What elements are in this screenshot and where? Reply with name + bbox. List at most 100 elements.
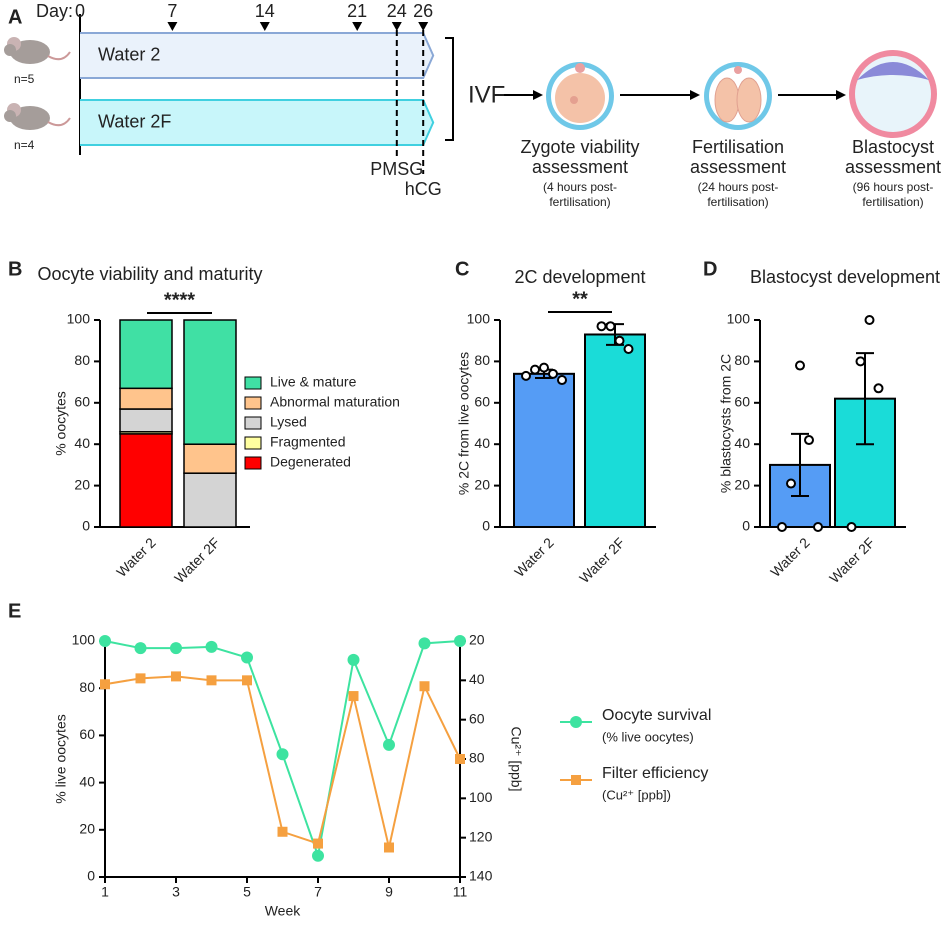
x-tick-label: 9 bbox=[385, 884, 393, 900]
day-tick-label: 14 bbox=[255, 1, 275, 21]
point-marker bbox=[276, 748, 289, 761]
data-point bbox=[864, 315, 875, 325]
point-marker bbox=[277, 826, 288, 837]
legend-swatch bbox=[244, 396, 262, 410]
panel-label: D bbox=[703, 258, 717, 280]
x-tick-label: 11 bbox=[453, 884, 468, 900]
x-axis-label: Week bbox=[265, 903, 302, 919]
point-marker bbox=[135, 673, 146, 684]
data-point bbox=[786, 478, 796, 489]
legend-label: Lysed bbox=[270, 414, 307, 430]
data-point bbox=[795, 360, 805, 371]
day-marker bbox=[418, 22, 429, 31]
data-point bbox=[557, 375, 567, 386]
data-point bbox=[521, 370, 531, 381]
stage-note: fertilisation) bbox=[549, 195, 610, 209]
point-marker bbox=[384, 842, 394, 853]
x-tick-label: 7 bbox=[314, 884, 322, 900]
x-tick-label: 3 bbox=[172, 884, 180, 900]
y-tick-label: 80 bbox=[79, 679, 95, 695]
y-axis-label: % live oocytes bbox=[53, 714, 69, 803]
legend-swatch bbox=[244, 456, 262, 470]
mouse-icon bbox=[4, 103, 71, 130]
day-tick-label: 0 bbox=[75, 1, 85, 21]
panel-label: E bbox=[8, 600, 21, 622]
group-n: n=5 bbox=[14, 72, 35, 86]
point-marker bbox=[206, 675, 217, 686]
group-arrow bbox=[80, 99, 435, 146]
point-marker bbox=[242, 675, 252, 686]
panel-label: C bbox=[455, 258, 469, 280]
y-tick-label: 80 bbox=[734, 352, 750, 368]
data-point bbox=[539, 362, 549, 373]
series-line bbox=[104, 675, 461, 848]
y-tick-label: 60 bbox=[74, 394, 90, 410]
bar-segment bbox=[119, 387, 173, 410]
x-tick-label: Water 2F bbox=[826, 534, 878, 586]
stage-note: (96 hours post- bbox=[853, 180, 934, 194]
data-point bbox=[596, 321, 607, 332]
data-point bbox=[855, 356, 866, 367]
day-tick-label: 26 bbox=[413, 1, 433, 21]
y-tick-label: 40 bbox=[74, 435, 90, 451]
legend-label: Oocyte survival bbox=[602, 707, 711, 724]
point-marker bbox=[418, 637, 431, 650]
x-tick-label: Water 2 bbox=[511, 534, 557, 580]
chart-title: 2C development bbox=[514, 267, 645, 287]
data-point bbox=[777, 522, 787, 532]
legend-sublabel: (Cu²⁺ [ppb]) bbox=[602, 787, 671, 802]
data-point bbox=[804, 435, 814, 446]
y-tick-label: 0 bbox=[742, 518, 750, 534]
stage-note: (4 hours post- bbox=[543, 180, 617, 194]
legend-swatch bbox=[244, 376, 262, 390]
panel-label: B bbox=[8, 258, 22, 280]
x-tick-label: Water 2F bbox=[576, 534, 628, 586]
point-marker bbox=[383, 738, 395, 751]
stage-note: (24 hours post- bbox=[698, 180, 779, 194]
blastocyst bbox=[849, 50, 937, 138]
y2-tick-label: 60 bbox=[469, 710, 485, 726]
y2-tick-label: 20 bbox=[469, 632, 485, 648]
bar-segment bbox=[119, 408, 173, 433]
y-tick-label: 60 bbox=[474, 394, 490, 410]
y-tick-label: 40 bbox=[474, 435, 490, 451]
point-marker bbox=[312, 849, 324, 862]
arrowheads bbox=[533, 90, 846, 100]
x-tick-label: Water 2 bbox=[767, 534, 813, 580]
point-marker bbox=[205, 640, 218, 653]
bar-segment bbox=[119, 433, 173, 528]
injection-label: hCG bbox=[405, 179, 442, 199]
zygote-cell bbox=[546, 62, 614, 130]
y-tick-label: 0 bbox=[82, 518, 90, 534]
data-point bbox=[813, 522, 823, 532]
x-tick-label: Water 2 bbox=[113, 534, 159, 580]
y2-tick-label: 120 bbox=[469, 828, 493, 844]
bar bbox=[584, 333, 646, 528]
bar-segment bbox=[183, 443, 237, 474]
y-tick-label: 20 bbox=[79, 821, 95, 837]
y-tick-label: 100 bbox=[727, 311, 751, 327]
y-tick-label: 40 bbox=[734, 435, 750, 451]
y-tick-label: 100 bbox=[67, 311, 91, 327]
point-marker bbox=[313, 838, 323, 849]
stage-note: fertilisation) bbox=[707, 195, 768, 209]
stage-note: fertilisation) bbox=[862, 195, 923, 209]
point-marker bbox=[347, 653, 360, 666]
day-marker bbox=[167, 22, 178, 31]
point-marker bbox=[348, 691, 359, 702]
point-marker bbox=[170, 642, 182, 655]
stage-title: assessment bbox=[690, 157, 786, 177]
data-point bbox=[548, 368, 558, 379]
x-tick-label: 1 bbox=[101, 884, 109, 900]
group-arrow bbox=[80, 32, 435, 79]
stage-title: Blastocyst bbox=[852, 137, 934, 157]
legend-swatch bbox=[244, 416, 262, 430]
data-point bbox=[605, 321, 616, 332]
stage-title: Zygote viability bbox=[520, 137, 639, 157]
legend-label: Abnormal maturation bbox=[270, 394, 400, 410]
group-n: n=4 bbox=[14, 138, 35, 152]
point-marker bbox=[100, 679, 110, 690]
injection-label: PMSG bbox=[370, 159, 423, 179]
y-axis-label: % 2C from live oocytes bbox=[456, 352, 472, 495]
chart-title: Blastocyst development bbox=[750, 267, 940, 287]
